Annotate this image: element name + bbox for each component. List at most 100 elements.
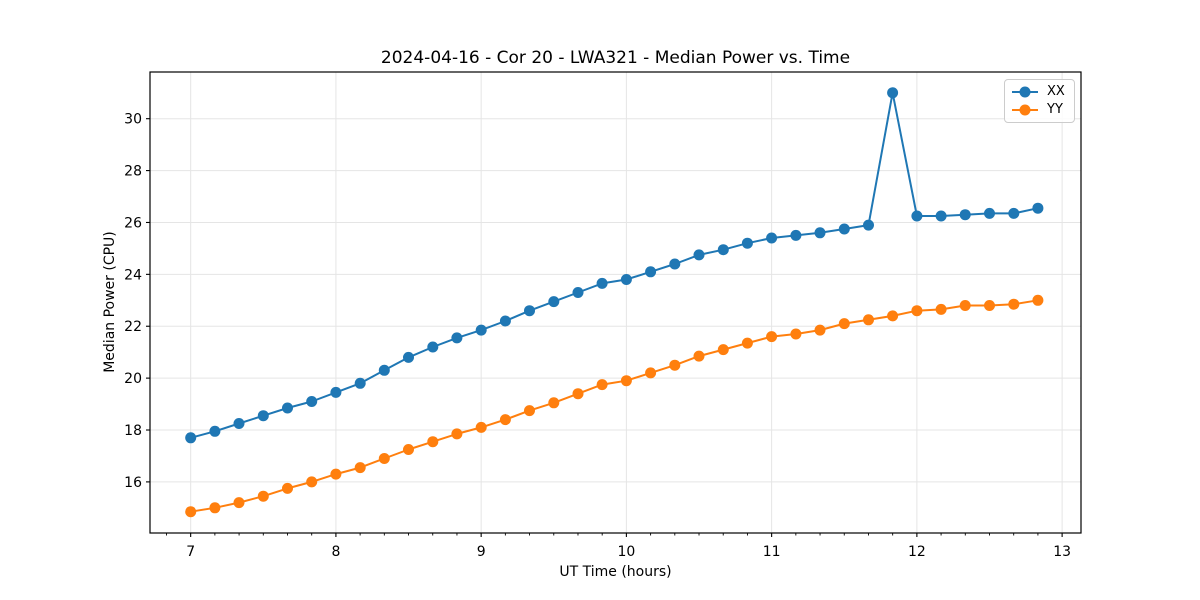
data-point-yy — [959, 300, 971, 311]
data-point-xx — [814, 227, 826, 239]
plot-border — [149, 71, 1082, 534]
data-point-yy — [475, 421, 487, 433]
y-axis-label: Median Power (CPU) — [102, 231, 118, 373]
x-tick-label: 9 — [477, 544, 486, 560]
data-point-yy — [403, 444, 414, 455]
data-point-yy — [572, 388, 584, 400]
legend-item-yy: YY — [1012, 103, 1065, 117]
data-point-yy — [838, 318, 850, 330]
data-point-xx — [306, 396, 318, 407]
data-point-xx — [693, 249, 705, 261]
data-point-xx — [1008, 207, 1020, 219]
data-point-xx — [911, 210, 923, 222]
x-tick-label: 7 — [186, 544, 195, 560]
series-line-xx — [189, 91, 1039, 439]
data-point-xx — [185, 432, 197, 444]
data-point-yy — [257, 490, 269, 502]
data-point-xx — [572, 287, 584, 298]
y-tick-label: 24 — [124, 267, 142, 283]
data-point-xx — [378, 364, 390, 376]
legend-label-xx: XX — [1047, 84, 1065, 99]
data-point-xx — [475, 324, 487, 336]
data-point-xx — [935, 210, 947, 222]
data-point-xx — [427, 341, 439, 353]
x-axis-label: UT Time (hours) — [559, 564, 672, 580]
data-point-xx — [596, 277, 608, 289]
data-point-yy — [524, 405, 535, 417]
data-point-xx — [548, 296, 560, 308]
data-point-yy — [717, 344, 729, 356]
data-point-yy — [741, 337, 753, 349]
x-tick-label: 12 — [908, 544, 926, 560]
legend-item-xx: XX — [1012, 85, 1065, 99]
y-tick-label: 30 — [124, 112, 142, 128]
y-tick-label: 20 — [124, 371, 142, 387]
data-point-yy — [814, 324, 826, 336]
x-tick-label: 11 — [763, 544, 781, 560]
y-tick-label: 28 — [124, 164, 142, 180]
data-point-yy — [645, 367, 657, 379]
y-tick-label: 26 — [124, 215, 142, 231]
data-point-yy — [596, 379, 608, 391]
data-point-xx — [645, 266, 657, 278]
data-point-xx — [282, 402, 293, 414]
data-point-xx — [451, 332, 463, 344]
data-point-xx — [1032, 202, 1044, 214]
y-tick-label: 16 — [124, 475, 142, 491]
data-point-yy — [693, 350, 705, 362]
data-point-yy — [620, 375, 632, 387]
data-point-yy — [499, 414, 511, 426]
data-point-xx — [887, 87, 899, 99]
data-point-xx — [330, 386, 342, 398]
chart-title: 2024-04-16 - Cor 20 - LWA321 - Median Po… — [380, 48, 851, 68]
data-point-xx — [209, 425, 221, 437]
data-point-xx — [524, 305, 535, 317]
yy-line-marker-icon — [1012, 104, 1038, 116]
y-tick-label: 18 — [124, 423, 142, 439]
data-point-yy — [548, 397, 560, 409]
data-point-yy — [185, 506, 197, 518]
data-point-xx — [863, 219, 874, 231]
data-point-xx — [620, 274, 632, 285]
data-point-xx — [838, 223, 850, 235]
legend-label-yy: YY — [1047, 102, 1063, 117]
data-point-yy — [306, 476, 318, 488]
data-point-xx — [403, 351, 414, 363]
data-point-xx — [984, 207, 995, 219]
data-point-xx — [499, 315, 511, 327]
data-point-xx — [257, 410, 269, 422]
x-tick-label: 8 — [331, 544, 340, 560]
data-point-yy — [911, 305, 923, 317]
data-point-yy — [378, 453, 390, 464]
xx-line-marker-icon — [1012, 86, 1038, 98]
data-point-yy — [669, 359, 681, 371]
data-point-xx — [741, 237, 753, 249]
data-point-yy — [1008, 298, 1020, 310]
data-point-yy — [887, 310, 899, 322]
data-point-yy — [427, 436, 439, 448]
x-tick-label: 13 — [1053, 544, 1071, 560]
xx-marker-dot-icon — [1019, 86, 1031, 98]
x-tick-label: 10 — [617, 544, 635, 560]
data-point-yy — [935, 303, 947, 315]
y-tick-label: 22 — [124, 319, 142, 335]
data-point-yy — [1032, 294, 1044, 306]
data-point-yy — [451, 428, 463, 440]
data-point-yy — [863, 314, 874, 326]
legend: XX YY — [1004, 79, 1075, 123]
data-point-xx — [717, 244, 729, 256]
data-point-yy — [790, 328, 802, 340]
data-point-yy — [233, 497, 245, 509]
data-point-xx — [669, 258, 681, 270]
data-point-xx — [233, 418, 245, 429]
data-point-yy — [209, 502, 221, 514]
data-point-xx — [790, 229, 802, 241]
data-point-yy — [282, 482, 293, 494]
data-point-yy — [766, 331, 778, 343]
data-point-yy — [984, 300, 995, 311]
data-point-yy — [354, 462, 366, 474]
data-point-xx — [959, 209, 971, 221]
data-point-xx — [766, 232, 778, 244]
